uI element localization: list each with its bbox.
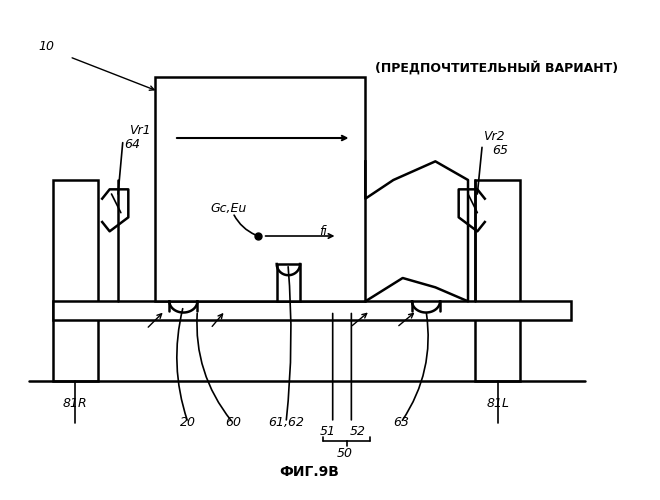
Text: 10: 10 xyxy=(38,40,54,53)
Text: 65: 65 xyxy=(492,144,509,156)
Bar xyxy=(155,78,366,302)
Text: 81R: 81R xyxy=(63,398,87,410)
Text: 52: 52 xyxy=(350,426,366,438)
Text: Vr2: Vr2 xyxy=(483,130,505,142)
Text: 61,62: 61,62 xyxy=(268,416,304,429)
Text: Vr1: Vr1 xyxy=(129,124,150,137)
Text: 81L: 81L xyxy=(486,398,510,410)
Text: ФИГ.9В: ФИГ.9В xyxy=(279,465,339,479)
Text: 63: 63 xyxy=(393,416,409,429)
Text: 50: 50 xyxy=(337,447,353,460)
Bar xyxy=(53,302,571,320)
Bar xyxy=(277,264,300,302)
Text: fi: fi xyxy=(319,225,327,238)
Bar xyxy=(53,180,98,380)
Text: 20: 20 xyxy=(180,416,196,429)
Text: Gc,Eu: Gc,Eu xyxy=(210,202,246,214)
Text: 64: 64 xyxy=(124,138,140,151)
Bar xyxy=(475,180,520,380)
Text: 51: 51 xyxy=(320,426,336,438)
Text: (ПРЕДПОЧТИТЕЛЬНЫЙ ВАРИАНТ): (ПРЕДПОЧТИТЕЛЬНЫЙ ВАРИАНТ) xyxy=(375,61,618,75)
Text: 60: 60 xyxy=(225,416,241,429)
